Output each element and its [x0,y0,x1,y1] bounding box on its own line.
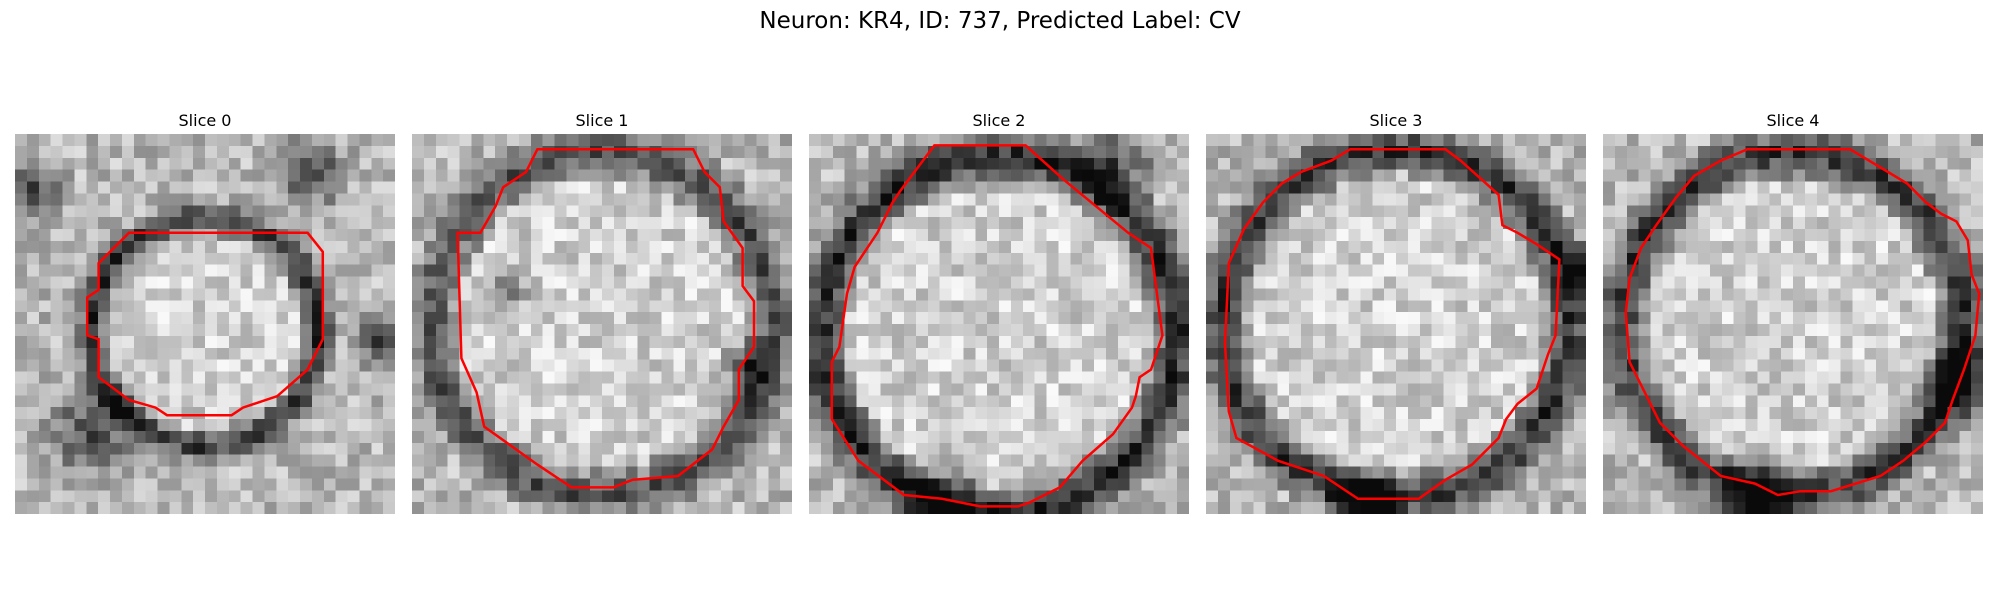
slice-title-2: Slice 2 [972,111,1026,130]
slice-title-0: Slice 0 [178,111,232,130]
grayscale-pixels [809,134,1189,514]
slice-title-1: Slice 1 [575,111,629,130]
soma-contour [830,144,1164,508]
slice-image-2 [809,134,1189,514]
grayscale-pixels [1603,134,1983,514]
slice-panel-1: Slice 1 [412,110,792,514]
figure-title: Neuron: KR4, ID: 737, Predicted Label: C… [759,8,1241,34]
slice-title-4: Slice 4 [1766,111,1820,130]
slice-panel-4: Slice 4 [1603,110,1983,514]
soma-contour [85,231,325,417]
grayscale-pixels [1206,134,1586,514]
slice-panel-2: Slice 2 [809,110,1189,514]
slice-panel-3: Slice 3 [1206,110,1586,514]
slice-image-1 [412,134,792,514]
grayscale-pixels [15,134,395,514]
slice-panel-0: Slice 0 [15,110,395,514]
slice-title-3: Slice 3 [1369,111,1423,130]
slice-image-0 [15,134,395,514]
soma-contour [456,147,756,489]
soma-contour [1624,147,1981,497]
soma-contour [1223,147,1561,501]
grayscale-pixels [412,134,792,514]
slice-image-4 [1603,134,1983,514]
slice-image-3 [1206,134,1586,514]
